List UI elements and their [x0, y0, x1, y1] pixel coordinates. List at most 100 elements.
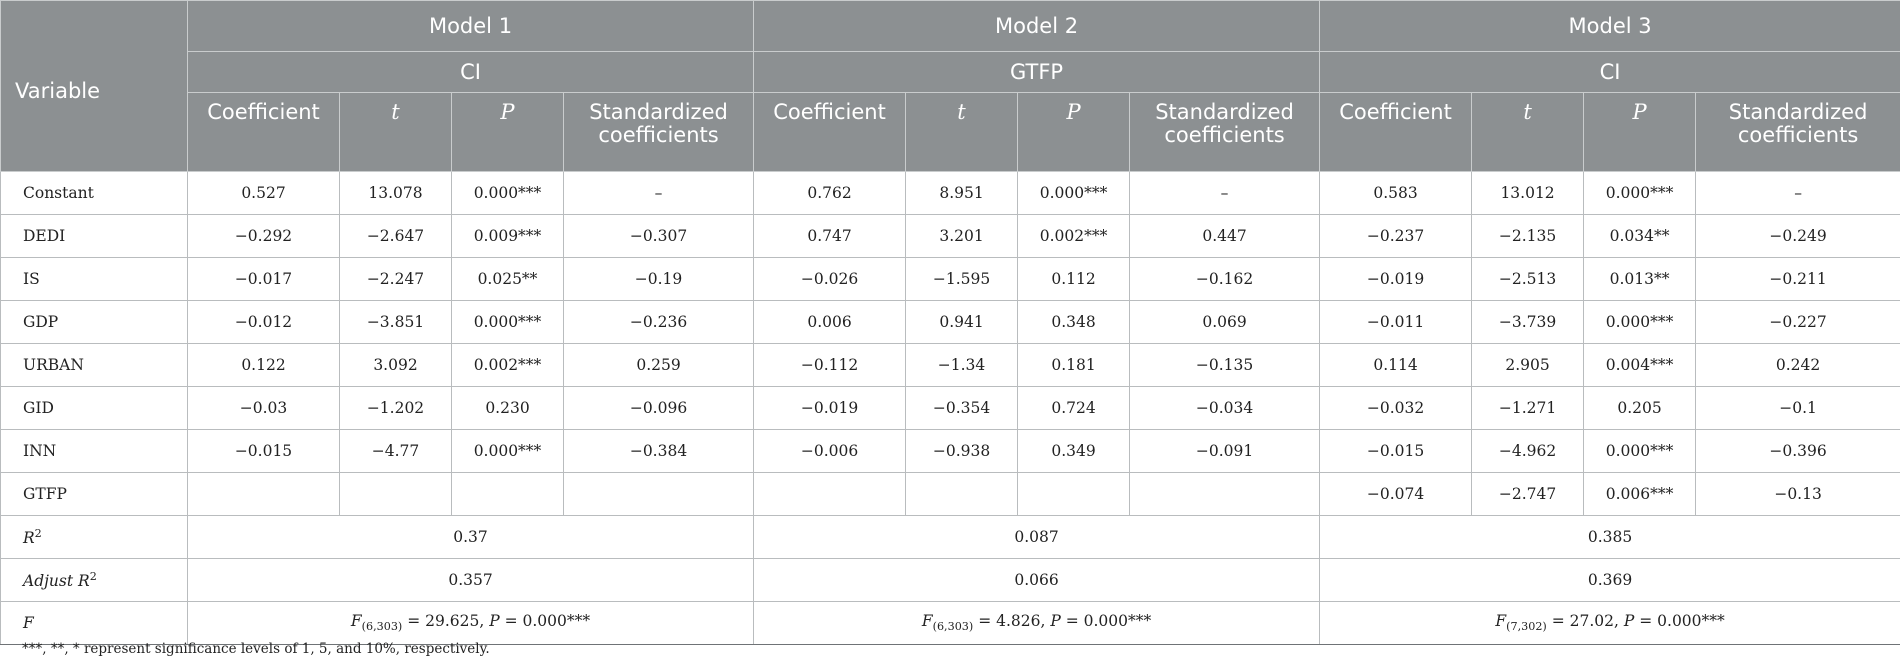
- row-label: INN: [0, 429, 188, 473]
- table-cell: −0.135: [1129, 343, 1321, 387]
- table-cell: −0.19: [562, 257, 755, 301]
- table-cell: −0.292: [187, 214, 340, 258]
- table-cell: –: [562, 171, 755, 215]
- col-standardized: Standardized coefficients: [1695, 92, 1900, 172]
- f-statistic-row: F F(6,303) = 29.625, P = 0.000*** F(6,303)…: [0, 601, 1900, 645]
- table-row: GDP −0.012 −3.851 0.000*** −0.236 0.006 0.941 0…: [0, 300, 1900, 344]
- table-cell: 0.000***: [1017, 171, 1131, 215]
- table-cell: 0.762: [753, 171, 907, 215]
- table-cell: 0.447: [1129, 214, 1321, 258]
- row-label: URBAN: [0, 343, 188, 387]
- table-cell: −0.236: [562, 300, 755, 344]
- table-cell: −0.13: [1695, 472, 1900, 516]
- f-statistic-value: F(6,303) = 29.625, P = 0.000***: [186, 601, 755, 645]
- table-cell: −0.211: [1695, 257, 1900, 301]
- table-cell: −0.938: [905, 429, 1019, 473]
- adjusted-r-squared-row-value: 0.369: [1319, 558, 1900, 602]
- table-cell: −0.034: [1129, 386, 1321, 430]
- table-cell: 0.002***: [451, 343, 564, 387]
- table-cell: −0.03: [187, 386, 340, 430]
- table-cell: −0.015: [187, 429, 340, 473]
- table-row: URBAN 0.122 3.092 0.002*** 0.259 −0.112 −1.34 0…: [0, 343, 1900, 387]
- col-p: P: [1017, 92, 1131, 172]
- row-label: Constant: [0, 171, 188, 215]
- table-cell: −0.015: [1319, 429, 1473, 473]
- table-cell: −0.091: [1129, 429, 1321, 473]
- table-cell: –: [1129, 171, 1321, 215]
- table-cell: 0.747: [753, 214, 907, 258]
- col-p: P: [451, 92, 564, 172]
- table-cell: −0.032: [1319, 386, 1473, 430]
- r-squared-row-value: 0.385: [1319, 515, 1900, 559]
- adjusted-r-squared-row: Adjust R2 0.357 0.066 0.369: [0, 558, 1900, 602]
- table-cell: 0.122: [187, 343, 340, 387]
- table-cell: –: [1695, 171, 1900, 215]
- table-cell: −1.202: [339, 386, 452, 430]
- model-3-header: Model 3: [1319, 0, 1900, 52]
- table-cell: 0.034**: [1583, 214, 1697, 258]
- table-cell: −0.354: [905, 386, 1019, 430]
- footnote: ***, **, * represent significance levels…: [22, 641, 490, 657]
- table-cell: 0.181: [1017, 343, 1131, 387]
- table-cell: 0.025**: [451, 257, 564, 301]
- table-cell: 0.069: [1129, 300, 1321, 344]
- table-cell: −2.647: [339, 214, 452, 258]
- table-cell: [1129, 472, 1321, 516]
- table-cell: −2.513: [1471, 257, 1585, 301]
- table-cell: −0.396: [1695, 429, 1900, 473]
- r-squared-row-label: R2: [0, 515, 188, 559]
- table-row: IS −0.017 −2.247 0.025** −0.19 −0.026 −1.595 0.…: [0, 257, 1900, 301]
- col-t: t: [905, 92, 1019, 172]
- adjusted-r-squared-row-label: Adjust R2: [0, 558, 188, 602]
- table-cell: −1.34: [905, 343, 1019, 387]
- col-coefficient: Coefficient: [1319, 92, 1473, 172]
- table-cell: 0.006***: [1583, 472, 1697, 516]
- table-cell: −0.006: [753, 429, 907, 473]
- table-cell: 0.000***: [1583, 429, 1697, 473]
- table-row: Constant 0.527 13.078 0.000*** –0.762 8.951 0.…: [0, 171, 1900, 215]
- table-cell: [562, 472, 755, 516]
- table-cell: 3.201: [905, 214, 1019, 258]
- table-cell: −3.739: [1471, 300, 1585, 344]
- f-statistic-label: F: [0, 601, 188, 645]
- table-cell: 0.349: [1017, 429, 1131, 473]
- r-squared-row-value: 0.087: [753, 515, 1321, 559]
- table-cell: −0.237: [1319, 214, 1473, 258]
- row-label: GID: [0, 386, 188, 430]
- table-cell: −0.227: [1695, 300, 1900, 344]
- table-cell: −0.019: [753, 386, 907, 430]
- table-cell: −4.77: [339, 429, 452, 473]
- table-cell: 13.078: [339, 171, 452, 215]
- row-label: IS: [0, 257, 188, 301]
- table-cell: [339, 472, 452, 516]
- table-cell: −0.307: [562, 214, 755, 258]
- regression-table: Variable Model 1 Model 2 Model 3 CI GTFP…: [0, 0, 1900, 645]
- table-cell: −2.135: [1471, 214, 1585, 258]
- table-cell: [905, 472, 1019, 516]
- table-cell: [1017, 472, 1131, 516]
- model-1-header: Model 1: [186, 0, 755, 52]
- table-cell: 0.724: [1017, 386, 1131, 430]
- table-cell: 13.012: [1471, 171, 1585, 215]
- table-cell: −0.1: [1695, 386, 1900, 430]
- col-coefficient: Coefficient: [187, 92, 340, 172]
- table-cell: 0.348: [1017, 300, 1131, 344]
- table-cell: −0.026: [753, 257, 907, 301]
- table-cell: −0.384: [562, 429, 755, 473]
- col-standardized: Standardized coefficients: [562, 92, 755, 172]
- model-2-header: Model 2: [753, 0, 1321, 52]
- table-row: GID −0.03 −1.202 0.230 −0.096 −0.019 −0.354 0.7…: [0, 386, 1900, 430]
- table-cell: −0.017: [187, 257, 340, 301]
- table-cell: 0.114: [1319, 343, 1473, 387]
- table-cell: 0.583: [1319, 171, 1473, 215]
- table-row: INN −0.015 −4.77 0.000*** −0.384 −0.006 −0.938…: [0, 429, 1900, 473]
- table-cell: 0.006: [753, 300, 907, 344]
- table-cell: 0.242: [1695, 343, 1900, 387]
- table-cell: −0.112: [753, 343, 907, 387]
- table-cell: 0.259: [562, 343, 755, 387]
- table-cell: 3.092: [339, 343, 452, 387]
- table-cell: 0.000***: [1583, 300, 1697, 344]
- table-cell: 0.002***: [1017, 214, 1131, 258]
- variable-header: Variable: [0, 0, 188, 172]
- model-1-dependent: CI: [186, 51, 755, 93]
